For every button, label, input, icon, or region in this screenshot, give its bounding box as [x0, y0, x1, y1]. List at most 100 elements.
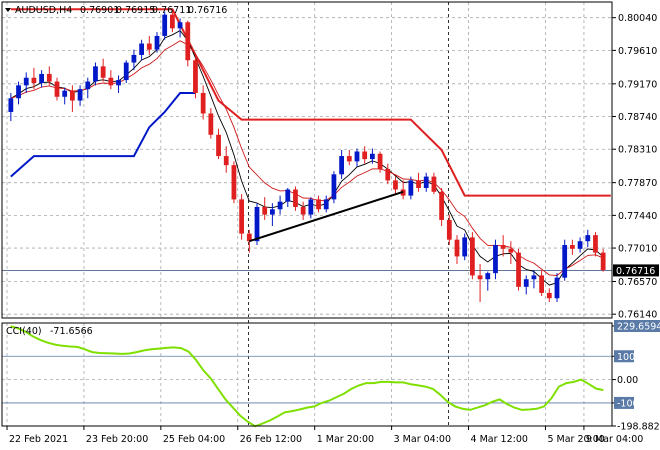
- candle-body: [485, 273, 491, 280]
- candle-body: [516, 252, 521, 287]
- candle-body: [246, 233, 252, 242]
- chart-header: AUDUSD,H4 0.76901 0.76915 0.76711 0.7671…: [5, 5, 227, 16]
- candle-body: [600, 252, 606, 271]
- y-tick-label: 0.77870: [618, 178, 657, 189]
- candle-body: [16, 85, 21, 99]
- candle-body: [162, 14, 168, 36]
- candle-body: [346, 156, 352, 162]
- cci-header: CCI(40) -71.6566: [6, 326, 93, 337]
- candle-body: [31, 77, 37, 84]
- candle-body: [531, 275, 537, 280]
- candle-body: [146, 43, 152, 50]
- price-panel-frame: [1, 1, 613, 319]
- y-tick-label: 0.77010: [618, 244, 657, 255]
- x-tick-label: 4 Mar 12:00: [471, 434, 528, 445]
- candle-body: [116, 80, 121, 86]
- candle-body: [423, 176, 429, 188]
- ohlc-high: 0.76915: [116, 5, 155, 16]
- candle-body: [500, 245, 506, 249]
- candle-body: [231, 165, 237, 200]
- candle-body: [546, 292, 552, 299]
- candle-body: [539, 275, 544, 293]
- candle-body: [431, 176, 437, 192]
- candle-body: [131, 54, 137, 63]
- cci-panel: [2, 325, 612, 428]
- candle-body: [331, 174, 337, 200]
- x-tick-label: 9 Mar 04:00: [586, 434, 643, 445]
- candle-body: [223, 156, 229, 166]
- candle-body: [62, 90, 68, 97]
- y-tick-label: 0.77440: [618, 211, 657, 222]
- candle-body: [23, 77, 29, 86]
- support-trendline: [249, 190, 404, 243]
- ohlc-close: 0.76716: [188, 5, 227, 16]
- ohlc-open: 0.76901: [80, 5, 119, 16]
- candle-body: [77, 89, 83, 101]
- candle-body: [323, 199, 329, 210]
- candle-body: [362, 151, 368, 160]
- candle-body: [508, 248, 514, 253]
- y-tick-label: 0.79610: [618, 46, 657, 57]
- cci-line: [10, 325, 604, 428]
- price-panel: [2, 8, 612, 303]
- candle-body: [446, 219, 452, 240]
- candle-body: [108, 77, 114, 86]
- candle-body: [493, 245, 498, 274]
- candle-body: [370, 153, 375, 160]
- candle-body: [300, 206, 306, 215]
- candle-body: [354, 151, 360, 162]
- y-tick-label: 0.78310: [618, 145, 657, 156]
- cci-label: CCI(40): [6, 326, 42, 337]
- candle-body: [593, 235, 598, 253]
- candle-body: [239, 199, 244, 234]
- candle-body: [285, 189, 291, 202]
- candle-body: [8, 98, 14, 112]
- candle-body: [208, 113, 214, 135]
- candle-body: [93, 66, 98, 82]
- candle-body: [570, 245, 575, 249]
- candle-body: [154, 35, 160, 50]
- candle-body: [462, 237, 468, 257]
- candle-body: [585, 235, 591, 242]
- candle-body: [377, 153, 383, 169]
- dropdown-triangle-icon[interactable]: [5, 8, 11, 12]
- candle-body: [385, 168, 391, 181]
- candle-body: [70, 90, 75, 101]
- cci-y-tick-label: 229.6594: [617, 322, 660, 333]
- candle-body: [562, 245, 568, 278]
- y-tick-label: 0.78740: [618, 112, 657, 123]
- candle-body: [454, 239, 460, 257]
- cci-level-tag: [614, 320, 660, 332]
- candle-body: [262, 206, 268, 215]
- candle-body: [316, 199, 321, 210]
- lower-channel-line: [10, 92, 196, 178]
- candle-body: [177, 22, 183, 29]
- candle-body: [139, 43, 144, 55]
- candle-body: [170, 14, 175, 29]
- cci-level-tag: [614, 350, 634, 363]
- y-tick-label: 0.80040: [618, 13, 657, 24]
- candle-body: [254, 206, 260, 242]
- ohlc-low: 0.76711: [152, 5, 191, 16]
- current-price-tag: [613, 264, 659, 277]
- candle-body: [523, 279, 529, 287]
- candle-body: [308, 199, 314, 215]
- candle-body: [216, 134, 221, 157]
- candle-body: [339, 156, 344, 175]
- candle-body: [200, 92, 206, 114]
- x-tick-label: 22 Feb 2021: [9, 434, 68, 445]
- candle-body: [277, 201, 283, 210]
- cci-y-tick-label: -198.8827: [617, 422, 660, 433]
- candle-body: [393, 180, 398, 190]
- cci-panel-frame: [1, 322, 613, 427]
- candle-body: [185, 22, 191, 61]
- x-tick-label: 26 Feb 12:00: [240, 434, 302, 445]
- candle-body: [46, 73, 52, 82]
- x-tick-label: 23 Feb 20:00: [86, 434, 148, 445]
- candle-body: [100, 66, 106, 78]
- x-tick-label: 1 Mar 20:00: [317, 434, 374, 445]
- candle-body: [408, 180, 414, 196]
- current-price-label: 0.76716: [616, 266, 655, 277]
